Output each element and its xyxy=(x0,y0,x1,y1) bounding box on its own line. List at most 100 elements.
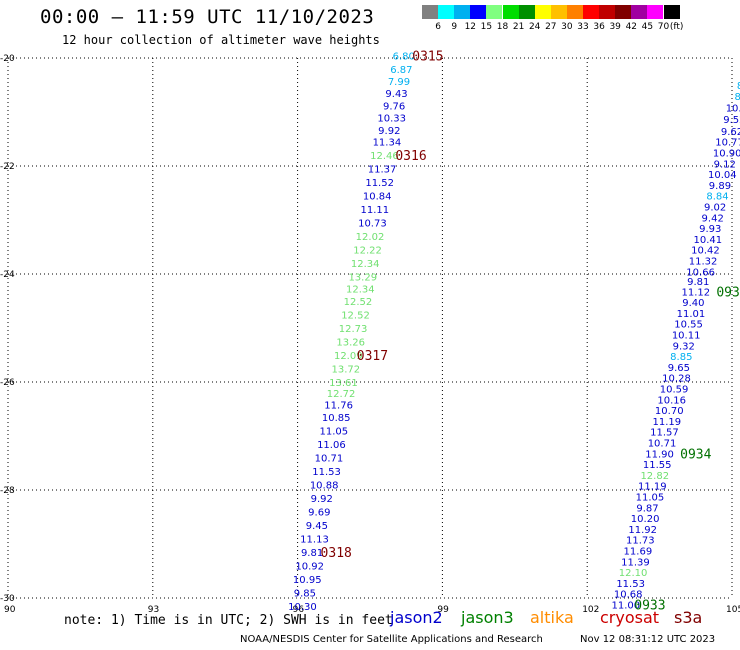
wave-height-value: 9.92 xyxy=(378,126,400,137)
lat-tick-label: -30 xyxy=(0,594,15,604)
wave-height-value: 12.82 xyxy=(640,471,669,482)
legend-label: 70 xyxy=(657,22,670,32)
wave-height-value: 9.52 xyxy=(723,115,740,126)
legend-label: 18 xyxy=(496,22,509,32)
wave-height-value: 10.68 xyxy=(614,590,643,601)
legend-swatch xyxy=(470,5,487,19)
legend-swatch xyxy=(454,5,471,19)
wave-height-value: 12.52 xyxy=(344,297,373,308)
wave-height-value: 11.01 xyxy=(677,309,706,320)
lon-tick-label: 105 xyxy=(726,605,740,615)
wave-height-value: 9.81 xyxy=(301,548,323,559)
wave-height-value: 11.55 xyxy=(643,460,672,471)
legend-label: 33 xyxy=(577,22,589,32)
wave-height-value: 9.43 xyxy=(385,89,407,100)
wave-height-value: 10.04 xyxy=(708,170,737,181)
wave-height-value: 10.42 xyxy=(691,246,720,257)
wave-height-value: 12.34 xyxy=(351,259,380,270)
satellite-jason3-label: jason3 xyxy=(461,608,514,627)
wave-height-value: 11.05 xyxy=(636,492,665,503)
lat-tick-label: -22 xyxy=(0,162,15,172)
legend-swatch xyxy=(566,5,583,19)
wave-height-value: 12.34 xyxy=(346,285,375,296)
wave-height-value: 11.57 xyxy=(650,428,679,439)
lat-tick-label: -20 xyxy=(0,54,15,64)
wave-height-value: 11.19 xyxy=(653,417,682,428)
wave-height-value: 9.65 xyxy=(668,363,690,374)
pass-time-label: 0935 xyxy=(716,285,740,300)
map-subtitle: 12 hour collection of altimeter wave hei… xyxy=(62,33,380,47)
wave-height-value: 11.19 xyxy=(638,482,667,493)
legend-label: 15 xyxy=(480,22,493,32)
satellite-jason2-label: jason2 xyxy=(390,608,443,627)
wave-height-value: 10.66 xyxy=(686,267,715,278)
legend-swatch xyxy=(486,5,503,19)
wave-height-value: 10.73 xyxy=(358,219,387,230)
satellite-altika-label: altika xyxy=(530,608,574,627)
wave-height-value: 10.41 xyxy=(694,235,723,246)
wave-height-value: 10.92 xyxy=(295,562,324,573)
wave-height-value: 9.81 xyxy=(687,277,709,288)
wave-height-value: 11.00 xyxy=(611,600,640,611)
wave-height-value: 12.09 xyxy=(334,351,363,362)
wave-height-value: 13.26 xyxy=(336,338,365,349)
legend-label: 24 xyxy=(528,22,541,32)
legend-label: 45 xyxy=(641,22,654,32)
wave-height-value: 10.88 xyxy=(310,481,339,492)
wave-height-value: 13.72 xyxy=(332,365,361,376)
wave-height-value: 11.76 xyxy=(324,401,353,412)
wave-height-value: 9.87 xyxy=(636,503,658,514)
wave-height-value: 11.52 xyxy=(365,178,394,189)
wave-height-value: 11.11 xyxy=(361,205,390,216)
lat-tick-label: -24 xyxy=(0,270,15,280)
satellite-s3a-label: s3a xyxy=(674,608,703,627)
wave-height-value: 10.70 xyxy=(655,406,684,417)
wave-height-value: 11.73 xyxy=(626,536,655,547)
wave-height-value: 11.90 xyxy=(645,449,674,460)
legend-swatch xyxy=(631,5,648,19)
legend-label: 27 xyxy=(545,22,557,32)
lat-tick-label: -26 xyxy=(0,378,15,388)
wave-height-value: 6.80 xyxy=(393,51,415,62)
wave-height-value: 9.89 xyxy=(709,181,731,192)
legend-swatch xyxy=(502,5,519,19)
legend-swatch xyxy=(599,5,616,19)
legend-label: 30 xyxy=(561,22,573,32)
legend-label: 36 xyxy=(593,22,605,32)
wave-height-value: 9.40 xyxy=(682,298,704,309)
wave-height-value: 12.02 xyxy=(356,232,385,243)
lat-tick-label: -28 xyxy=(0,486,15,496)
wave-height-value: 8.84 xyxy=(706,192,728,203)
footer-source: NOAA/NESDIS Center for Satellite Applica… xyxy=(240,634,543,645)
wave-height-value: 10.30 xyxy=(288,602,317,613)
lon-tick-label: 93 xyxy=(148,605,159,615)
wave-height-value: 10.55 xyxy=(674,320,703,331)
legend-swatch xyxy=(518,5,535,19)
wave-height-value: 11.06 xyxy=(317,440,346,451)
wave-height-value: 8.85 xyxy=(670,352,692,363)
wave-height-value: 13.61 xyxy=(329,378,358,389)
wave-height-value: 12.72 xyxy=(327,389,356,400)
wave-height-value: 11.05 xyxy=(319,427,348,438)
lon-tick-label: 96 xyxy=(293,605,305,615)
wave-height-value: 10.59 xyxy=(660,384,689,395)
wave-height-value: 10.11 xyxy=(672,330,701,341)
wave-height-value: 11.13 xyxy=(300,535,329,546)
legend-label: 6 xyxy=(435,22,441,32)
wave-height-value: 9.92 xyxy=(311,494,333,505)
wave-height-value: 11.39 xyxy=(621,557,650,568)
satellite-cryosat-label: cryosat xyxy=(600,608,660,627)
wave-height-value: 10.28 xyxy=(662,374,691,385)
legend-swatch xyxy=(647,5,664,19)
wave-height-value: 10.16 xyxy=(657,395,686,406)
pass-time-label: 0316 xyxy=(395,149,426,164)
legend-label: 9 xyxy=(451,22,458,32)
wave-height-value: 11.92 xyxy=(628,525,657,536)
wave-height-value: 10.84 xyxy=(363,192,392,203)
wave-height-value: 8. xyxy=(737,81,740,92)
wave-height-value: 9.12 xyxy=(714,159,736,170)
pass-time-label: 0315 xyxy=(412,49,443,64)
footnote: note: 1) Time is in UTC; 2) SWH is in fe… xyxy=(64,613,393,628)
wave-height-value: 10.4 xyxy=(726,104,740,115)
